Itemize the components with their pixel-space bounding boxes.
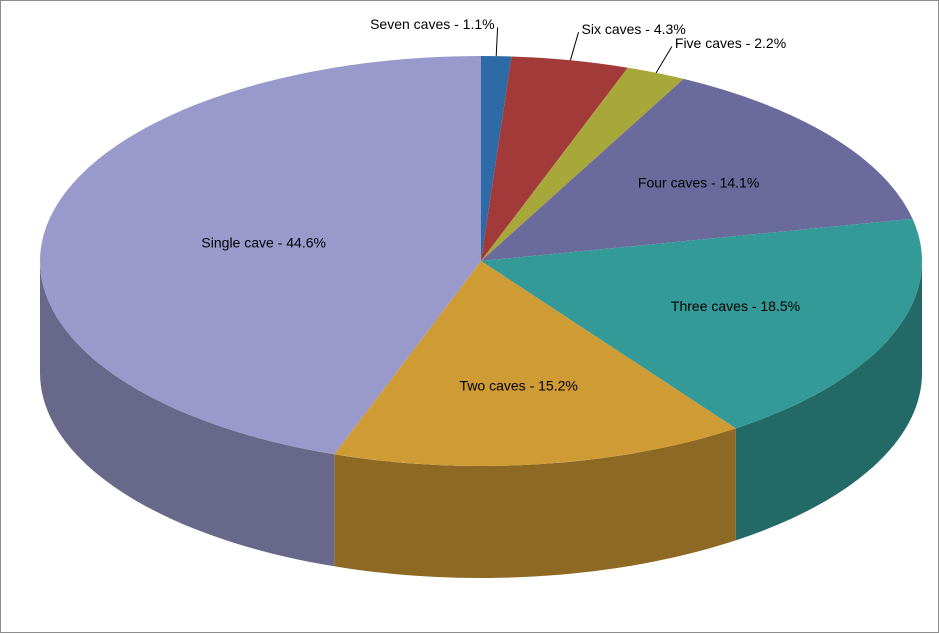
slice-label-single-cave: Single cave - 44.6% [201, 234, 326, 250]
slice-label-two-caves: Two caves - 15.2% [460, 378, 578, 394]
slice-label-five-caves: Five caves - 2.2% [675, 35, 786, 51]
slice-label-three-caves: Three caves - 18.5% [671, 298, 800, 314]
slice-label-six-caves: Six caves - 4.3% [582, 21, 686, 37]
leader-line-six-caves [569, 32, 579, 61]
pie-tops [40, 56, 922, 466]
slice-six-caves [481, 56, 628, 261]
slice-side-single-cave [40, 261, 335, 567]
slice-three-caves [481, 218, 922, 429]
slice-labels: Seven caves - 1.1% Six caves - 4.3%Five c… [201, 16, 800, 394]
slice-seven-caves [481, 56, 512, 261]
slice-five-caves [481, 67, 684, 261]
slice-side-three-caves [735, 261, 922, 541]
slice-single-cave [40, 56, 481, 455]
pie-sides [40, 261, 922, 578]
leader-line-five-caves [655, 46, 673, 74]
leader-line-seven-caves [495, 27, 499, 57]
slice-label-four-caves: Four caves - 14.1% [638, 175, 759, 191]
leader-lines [495, 27, 673, 74]
slice-four-caves [481, 78, 913, 262]
slice-label-seven-caves: Seven caves - 1.1% [370, 16, 495, 32]
slice-side-two-caves [334, 428, 736, 578]
slice-two-caves [334, 261, 736, 466]
